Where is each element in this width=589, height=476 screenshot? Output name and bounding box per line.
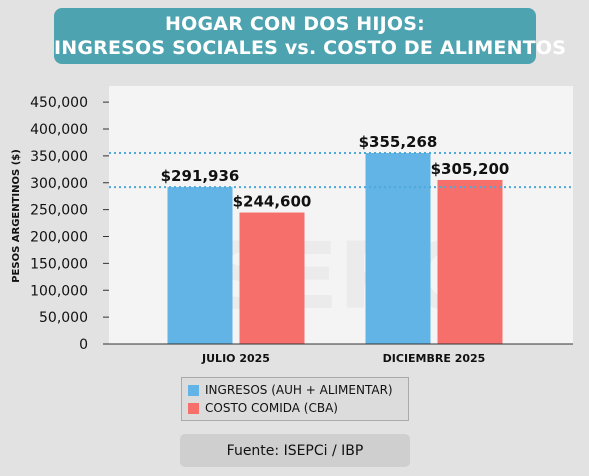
y-tick-label: 450,000 <box>30 95 88 111</box>
bar-costo <box>437 179 503 344</box>
data-labels: $291,936 $355,268 $244,600 $305,200 <box>161 133 510 210</box>
legend: INGRESOS (AUH + ALIMENTAR) COSTO COMIDA … <box>181 377 409 421</box>
y-axis-label: PESOS ARGENTINOS ($) <box>11 149 22 283</box>
y-tick-label: 150,000 <box>30 256 88 272</box>
bar-ingresos <box>365 153 431 344</box>
legend-item-ingresos: INGRESOS (AUH + ALIMENTAR) <box>188 381 408 399</box>
data-label-costo: $305,200 <box>431 160 510 178</box>
chart-title-line1: HOGAR CON DOS HIJOS: <box>165 13 425 35</box>
source-text: Fuente: ISEPCi / IBP <box>226 442 364 459</box>
source-note: Fuente: ISEPCi / IBP <box>180 434 410 467</box>
bars-group <box>167 153 503 344</box>
reference-lines <box>109 152 573 189</box>
legend-item-costo: COSTO COMIDA (CBA) <box>188 399 408 417</box>
chart-title: HOGAR CON DOS HIJOS: INGRESOS SOCIALES v… <box>54 8 567 64</box>
y-axis-ticks: 0 50,000 100,000 150,000 200,000 250,000 300,0… <box>30 95 109 353</box>
data-label-ingresos: $291,936 <box>161 167 240 185</box>
chart-title-line2: INGRESOS SOCIALES vs. COSTO DE ALIMENTOS <box>54 37 567 59</box>
data-label-costo: $244,600 <box>233 193 312 211</box>
y-tick-label: 250,000 <box>30 203 88 219</box>
y-tick-label: 300,000 <box>30 176 88 192</box>
y-tick-label: 400,000 <box>30 122 88 138</box>
y-tick-label: 0 <box>79 337 88 353</box>
legend-swatch-costo <box>188 402 199 414</box>
bar-ingresos <box>167 187 233 344</box>
legend-label-costo: COSTO COMIDA (CBA) <box>205 401 338 415</box>
legend-label-ingresos: INGRESOS (AUH + ALIMENTAR) <box>205 383 393 397</box>
bar-costo <box>239 212 305 344</box>
y-tick-label: 350,000 <box>30 149 88 165</box>
legend-swatch-ingresos <box>188 384 199 396</box>
x-category-label: JULIO 2025 <box>201 352 270 365</box>
y-tick-label: 200,000 <box>30 230 88 246</box>
data-label-ingresos: $355,268 <box>359 133 438 151</box>
y-tick-label: 100,000 <box>30 283 88 299</box>
x-axis-labels: JULIO 2025 DICIEMBRE 2025 <box>201 352 485 365</box>
y-tick-label: 50,000 <box>39 310 88 326</box>
x-category-label: DICIEMBRE 2025 <box>383 352 486 365</box>
